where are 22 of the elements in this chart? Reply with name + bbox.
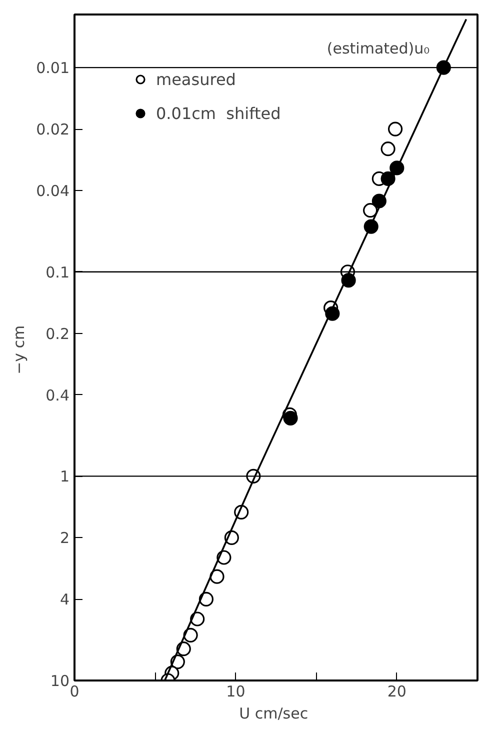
x-tick-label: 20 (387, 682, 406, 700)
y-tick-label: 0.04 (36, 182, 70, 200)
x-tick-label: 10 (226, 682, 246, 700)
y-tick-label: 2 (60, 529, 70, 548)
y-tick-label: 0.2 (46, 324, 70, 343)
x-tick-label: 0 (70, 682, 80, 700)
point (388, 122, 403, 136)
y-tick-label: 0.1 (46, 263, 70, 282)
y-tick-label: 0.4 (46, 386, 70, 404)
legend-label: measured (156, 70, 236, 88)
annotation: (estimated)u₀ (326, 40, 430, 58)
point (210, 569, 224, 584)
x-axis-title: U cm/sec (239, 704, 308, 722)
legend-label: 0.01cm shifted (156, 104, 281, 122)
y-tick-label: 0.02 (36, 120, 70, 139)
y-tick-label: 0.01 (36, 59, 70, 78)
point (363, 203, 378, 218)
y-tick-label: 1 (60, 468, 70, 486)
point (283, 410, 298, 426)
point (380, 142, 396, 156)
y-tick-label: 4 (60, 590, 70, 609)
y-axis-title: −y cm (10, 325, 28, 374)
